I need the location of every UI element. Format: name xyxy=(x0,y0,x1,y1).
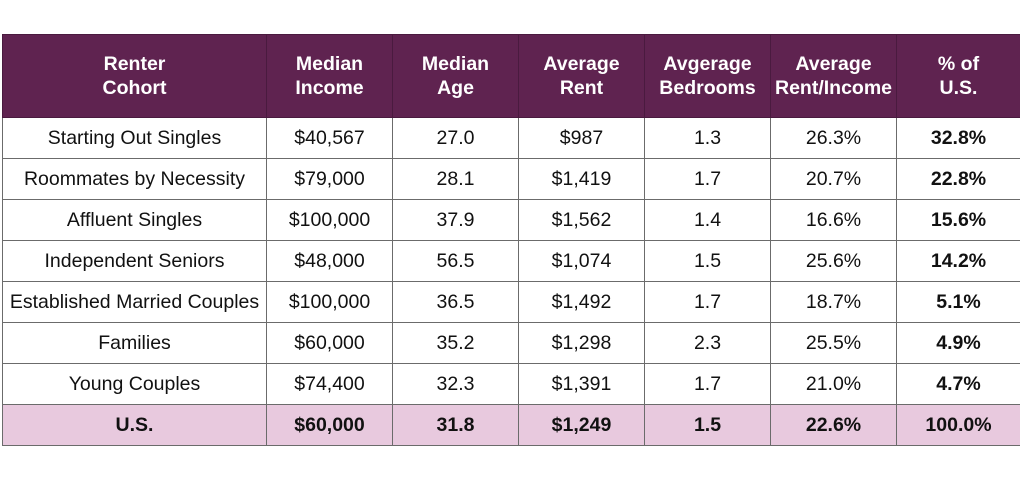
column-header-line: Median xyxy=(393,52,518,76)
cell-median-income: $79,000 xyxy=(267,159,393,200)
column-header-line: Average xyxy=(771,52,896,76)
cell-renter-cohort: Starting Out Singles xyxy=(3,118,267,159)
cell-average-rent: $1,074 xyxy=(519,241,645,282)
table-row: Independent Seniors $48,000 56.5 $1,074 … xyxy=(3,241,1020,282)
cell-percent-of-us: 4.7% xyxy=(897,364,1020,405)
total-row: U.S. $60,000 31.8 $1,249 1.5 22.6% 100.0… xyxy=(3,405,1020,446)
table-row: Established Married Couples $100,000 36.… xyxy=(3,282,1020,323)
cell-renter-cohort: Independent Seniors xyxy=(3,241,267,282)
column-header-line: Rent/Income xyxy=(771,76,896,100)
column-header-median-age: Median Age xyxy=(393,35,519,118)
cell-renter-cohort: Roommates by Necessity xyxy=(3,159,267,200)
cell-percent-of-us: 32.8% xyxy=(897,118,1020,159)
column-header-median-income: Median Income xyxy=(267,35,393,118)
column-header-average-bedrooms: Avgerage Bedrooms xyxy=(645,35,771,118)
column-header-line: Median xyxy=(267,52,392,76)
cell-percent-of-us: 5.1% xyxy=(897,282,1020,323)
column-header-line: % of xyxy=(897,52,1020,76)
column-header-line: Average xyxy=(519,52,644,76)
column-header-line: Rent xyxy=(519,76,644,100)
cell-average-bedrooms: 1.7 xyxy=(645,159,771,200)
cell-median-income: $100,000 xyxy=(267,282,393,323)
cell-average-rent-income: 22.6% xyxy=(771,405,897,446)
cell-average-rent: $1,492 xyxy=(519,282,645,323)
column-header-renter-cohort: Renter Cohort xyxy=(3,35,267,118)
renter-cohort-table: Renter Cohort Median Income Median Age A… xyxy=(2,34,1020,446)
table-row: Families $60,000 35.2 $1,298 2.3 25.5% 4… xyxy=(3,323,1020,364)
cell-average-rent-income: 26.3% xyxy=(771,118,897,159)
cell-average-bedrooms: 1.7 xyxy=(645,282,771,323)
table-row: Affluent Singles $100,000 37.9 $1,562 1.… xyxy=(3,200,1020,241)
cell-average-bedrooms: 1.7 xyxy=(645,364,771,405)
cell-average-bedrooms: 1.4 xyxy=(645,200,771,241)
table-row: Starting Out Singles $40,567 27.0 $987 1… xyxy=(3,118,1020,159)
cell-renter-cohort: Families xyxy=(3,323,267,364)
cell-average-rent-income: 21.0% xyxy=(771,364,897,405)
cell-percent-of-us: 14.2% xyxy=(897,241,1020,282)
column-header-line: Cohort xyxy=(3,76,266,100)
column-header-line: U.S. xyxy=(897,76,1020,100)
cell-average-rent: $1,249 xyxy=(519,405,645,446)
cell-percent-of-us: 15.6% xyxy=(897,200,1020,241)
cell-median-income: $60,000 xyxy=(267,323,393,364)
cell-percent-of-us: 4.9% xyxy=(897,323,1020,364)
cell-average-bedrooms: 2.3 xyxy=(645,323,771,364)
cell-median-income: $100,000 xyxy=(267,200,393,241)
cell-average-rent: $1,391 xyxy=(519,364,645,405)
cell-average-rent-income: 18.7% xyxy=(771,282,897,323)
cell-renter-cohort: Established Married Couples xyxy=(3,282,267,323)
cell-average-bedrooms: 1.5 xyxy=(645,241,771,282)
column-header-line: Bedrooms xyxy=(645,76,770,100)
cell-percent-of-us: 22.8% xyxy=(897,159,1020,200)
cell-renter-cohort: Affluent Singles xyxy=(3,200,267,241)
cell-average-rent: $1,419 xyxy=(519,159,645,200)
cell-median-age: 36.5 xyxy=(393,282,519,323)
cell-average-bedrooms: 1.5 xyxy=(645,405,771,446)
cell-median-income: $48,000 xyxy=(267,241,393,282)
cell-median-age: 27.0 xyxy=(393,118,519,159)
cell-median-age: 28.1 xyxy=(393,159,519,200)
cell-average-rent-income: 20.7% xyxy=(771,159,897,200)
cell-average-rent: $1,298 xyxy=(519,323,645,364)
column-header-average-rent-income: Average Rent/Income xyxy=(771,35,897,118)
cell-renter-cohort: U.S. xyxy=(3,405,267,446)
table-header-row: Renter Cohort Median Income Median Age A… xyxy=(3,35,1020,118)
cell-average-rent-income: 25.5% xyxy=(771,323,897,364)
column-header-line: Avgerage xyxy=(645,52,770,76)
cell-average-rent: $1,562 xyxy=(519,200,645,241)
cell-average-rent-income: 16.6% xyxy=(771,200,897,241)
cell-median-age: 37.9 xyxy=(393,200,519,241)
cell-average-bedrooms: 1.3 xyxy=(645,118,771,159)
cell-median-age: 32.3 xyxy=(393,364,519,405)
cell-median-age: 31.8 xyxy=(393,405,519,446)
column-header-average-rent: Average Rent xyxy=(519,35,645,118)
cell-median-age: 56.5 xyxy=(393,241,519,282)
cell-renter-cohort: Young Couples xyxy=(3,364,267,405)
table-row: Roommates by Necessity $79,000 28.1 $1,4… xyxy=(3,159,1020,200)
column-header-line: Renter xyxy=(3,52,266,76)
cell-median-age: 35.2 xyxy=(393,323,519,364)
renter-cohort-table-container: Renter Cohort Median Income Median Age A… xyxy=(2,34,1020,446)
column-header-line: Income xyxy=(267,76,392,100)
cell-average-rent-income: 25.6% xyxy=(771,241,897,282)
cell-median-income: $60,000 xyxy=(267,405,393,446)
table-row: Young Couples $74,400 32.3 $1,391 1.7 21… xyxy=(3,364,1020,405)
cell-median-income: $74,400 xyxy=(267,364,393,405)
column-header-line: Age xyxy=(393,76,518,100)
cell-median-income: $40,567 xyxy=(267,118,393,159)
cell-average-rent: $987 xyxy=(519,118,645,159)
column-header-percent-of-us: % of U.S. xyxy=(897,35,1020,118)
cell-percent-of-us: 100.0% xyxy=(897,405,1020,446)
